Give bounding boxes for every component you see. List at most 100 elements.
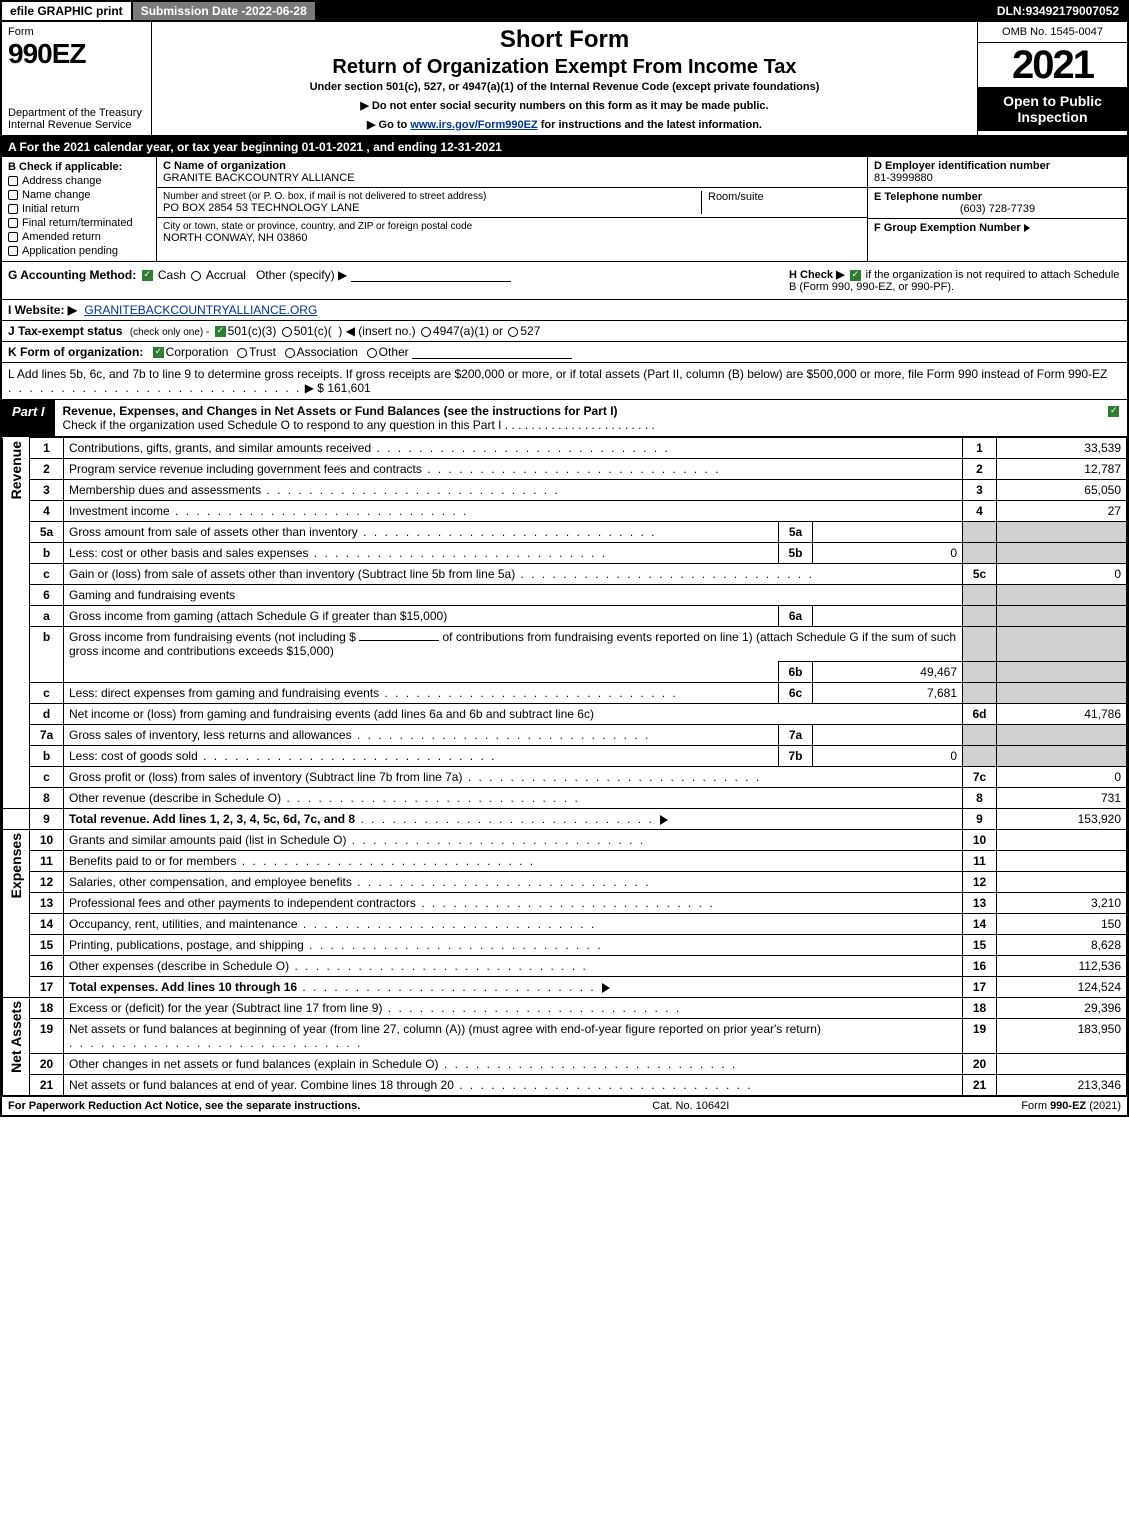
shaded-cell xyxy=(997,627,1127,662)
arrow-icon xyxy=(660,815,668,825)
g-other-fill[interactable] xyxy=(351,281,511,282)
topbar: efile GRAPHIC print Submission Date - 20… xyxy=(0,0,1129,22)
table-row: 12 Salaries, other compensation, and emp… xyxy=(3,872,1127,893)
j-opt2-mid: ) ◀ (insert no.) xyxy=(338,324,415,338)
j-501c-radio[interactable] xyxy=(282,327,292,337)
h-check[interactable] xyxy=(850,270,861,281)
dept-label: Department of the Treasury Internal Reve… xyxy=(8,107,145,131)
b-opt-initial[interactable]: Initial return xyxy=(8,203,150,215)
g-accrual-radio[interactable] xyxy=(191,271,201,281)
warning-ssn: ▶ Do not enter social security numbers o… xyxy=(160,99,969,112)
table-row: a Gross income from gaming (attach Sched… xyxy=(3,606,1127,627)
open-to-public: Open to Public Inspection xyxy=(978,87,1127,131)
row-desc: Excess or (deficit) for the year (Subtra… xyxy=(64,998,963,1019)
table-row: 14 Occupancy, rent, utilities, and maint… xyxy=(3,914,1127,935)
row-val: 731 xyxy=(997,788,1127,809)
shaded-cell xyxy=(963,725,997,746)
goto-post: for instructions and the latest informat… xyxy=(541,119,762,131)
dln-value: 93492179007052 xyxy=(1026,4,1119,18)
row-num: 21 xyxy=(30,1075,64,1096)
header-left: Form 990EZ Department of the Treasury In… xyxy=(2,22,152,135)
row-val: 183,950 xyxy=(997,1019,1127,1054)
shaded-cell xyxy=(963,746,997,767)
title-short-form: Short Form xyxy=(160,26,969,54)
section-b-to-f: B Check if applicable: Address change Na… xyxy=(2,157,1127,262)
line-a: A For the 2021 calendar year, or tax yea… xyxy=(2,137,1127,157)
b-opt-name[interactable]: Name change xyxy=(8,189,150,201)
table-row: b Gross income from fundraising events (… xyxy=(3,627,1127,662)
row-val: 33,539 xyxy=(997,438,1127,459)
k-corp-check[interactable] xyxy=(153,347,164,358)
row-code: 3 xyxy=(963,480,997,501)
row-num: 13 xyxy=(30,893,64,914)
shaded-cell xyxy=(963,543,997,564)
b-opt-pending[interactable]: Application pending xyxy=(8,245,150,257)
row-code: 12 xyxy=(963,872,997,893)
row-num: 9 xyxy=(30,809,64,830)
table-row: b Less: cost or other basis and sales ex… xyxy=(3,543,1127,564)
row-code: 18 xyxy=(963,998,997,1019)
header-center: Short Form Return of Organization Exempt… xyxy=(152,22,977,135)
row-desc: Total revenue. Add lines 1, 2, 3, 4, 5c,… xyxy=(64,809,963,830)
l-value: 161,601 xyxy=(327,381,370,395)
row-desc: Benefits paid to or for members xyxy=(64,851,963,872)
part-i-checkbox[interactable] xyxy=(1108,406,1119,417)
irs-link[interactable]: www.irs.gov/Form990EZ xyxy=(410,119,537,131)
website-link[interactable]: GRANITEBACKCOUNTRYALLIANCE.ORG xyxy=(84,303,317,317)
sub-code: 6b xyxy=(779,662,813,683)
row-num: 10 xyxy=(30,830,64,851)
shaded-cell xyxy=(997,522,1127,543)
row-desc: Net income or (loss) from gaming and fun… xyxy=(64,704,963,725)
row-val: 213,346 xyxy=(997,1075,1127,1096)
sub-code: 7b xyxy=(779,746,813,767)
shaded-cell xyxy=(963,606,997,627)
k-assoc-radio[interactable] xyxy=(285,348,295,358)
row-val: 0 xyxy=(997,767,1127,788)
row-num: 6 xyxy=(30,585,64,606)
row-desc: Printing, publications, postage, and shi… xyxy=(64,935,963,956)
checkbox-icon xyxy=(8,190,18,200)
row-code: 13 xyxy=(963,893,997,914)
j-501c3-check[interactable] xyxy=(215,326,226,337)
sub-code: 5b xyxy=(779,543,813,564)
sub-code: 6a xyxy=(779,606,813,627)
table-row: 16 Other expenses (describe in Schedule … xyxy=(3,956,1127,977)
row-num: 7a xyxy=(30,725,64,746)
b-opt-final[interactable]: Final return/terminated xyxy=(8,217,150,229)
row-desc: Net assets or fund balances at beginning… xyxy=(64,1019,963,1054)
row-desc: Total expenses. Add lines 10 through 16 xyxy=(64,977,963,998)
line-j: J Tax-exempt status (check only one) - 5… xyxy=(2,321,1127,342)
row-desc: Gross amount from sale of assets other t… xyxy=(64,522,779,543)
row-code: 11 xyxy=(963,851,997,872)
table-row: 8 Other revenue (describe in Schedule O)… xyxy=(3,788,1127,809)
header: Form 990EZ Department of the Treasury In… xyxy=(2,22,1127,137)
side-spacer xyxy=(3,809,30,830)
part-i-sub: Check if the organization used Schedule … xyxy=(63,418,502,432)
row-num: 20 xyxy=(30,1054,64,1075)
j-4947-radio[interactable] xyxy=(421,327,431,337)
j-opt2-pre: 501(c)( xyxy=(294,324,332,338)
dln: DLN: 93492179007052 xyxy=(989,2,1127,20)
b-opt-address[interactable]: Address change xyxy=(8,175,150,187)
tax-year: 2021 xyxy=(978,43,1127,87)
j-527-radio[interactable] xyxy=(508,327,518,337)
g-cash-check[interactable] xyxy=(142,270,153,281)
k-other-fill[interactable] xyxy=(412,358,572,359)
line-k: K Form of organization: Corporation Trus… xyxy=(2,342,1127,363)
shaded-cell xyxy=(997,585,1127,606)
j-opt4: 527 xyxy=(520,324,540,338)
row-desc: Other revenue (describe in Schedule O) xyxy=(64,788,963,809)
row-desc: Net assets or fund balances at end of ye… xyxy=(64,1075,963,1096)
d-label: D Employer identification number xyxy=(874,160,1121,172)
line-i: I Website: ▶ GRANITEBACKCOUNTRYALLIANCE.… xyxy=(2,300,1127,321)
side-net-assets: Net Assets xyxy=(3,998,30,1096)
k-trust-radio[interactable] xyxy=(237,348,247,358)
k-other-radio[interactable] xyxy=(367,348,377,358)
h-label: H Check ▶ xyxy=(789,269,848,281)
l-dots xyxy=(8,381,301,395)
row-num: c xyxy=(30,683,64,704)
line-g-h: G Accounting Method: Cash Accrual Other … xyxy=(2,262,1127,300)
footer-center: Cat. No. 10642I xyxy=(652,1100,729,1112)
arrow-icon xyxy=(1024,224,1030,232)
b-opt-amended[interactable]: Amended return xyxy=(8,231,150,243)
